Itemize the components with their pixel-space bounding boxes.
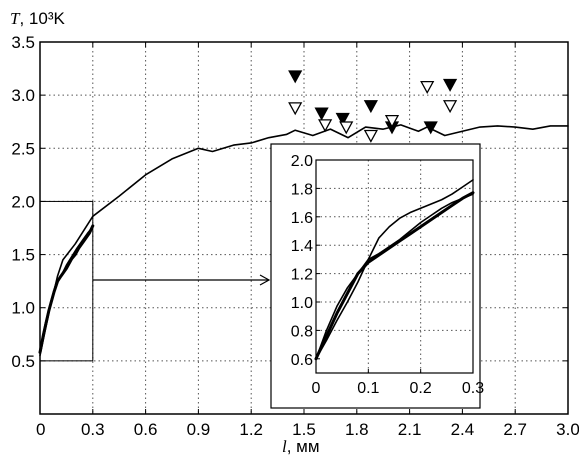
y-tick-label: 2.0: [11, 192, 35, 211]
x-tick-label: 2.7: [503, 420, 527, 439]
open-triangle-marker: [442, 100, 458, 114]
y-tick-label: 0.5: [11, 352, 35, 371]
inset-x-tick-label: 0.2: [410, 380, 432, 397]
x-axis-label: l, мм: [282, 437, 320, 456]
filled-triangle-marker: [288, 70, 303, 84]
y-tick-label: 3.5: [11, 33, 35, 52]
filled-triangle-marker: [335, 112, 350, 126]
y-tick-label: 3.0: [11, 86, 35, 105]
inset-chart: 0 0.1 0.2 0.3 0.6 0.8 1.0 1.2 1.4 1.6 1.8 2.0: [270, 143, 484, 409]
filled-triangle-marker: [423, 121, 438, 135]
x-tick-label: 0.3: [81, 420, 105, 439]
inset-y-tick-label: 2.0: [291, 153, 313, 170]
inset-line-series-0: [314, 191, 475, 361]
inset-y-tick-label: 1.2: [291, 267, 313, 284]
y-tick-label: 1.0: [11, 299, 35, 318]
inset-x-tick-label: 0.3: [462, 380, 484, 397]
x-tick-label: 0.6: [134, 420, 158, 439]
open-triangle-marker: [420, 80, 435, 94]
y-tick-label: 2.5: [11, 139, 35, 158]
zoom-arrow-head: [259, 274, 271, 286]
filled-triangle-marker: [442, 78, 458, 92]
filled-triangle-marker: [314, 107, 329, 121]
y-tick-label: 1.5: [11, 246, 35, 265]
x-axis-unit: , мм: [287, 437, 320, 456]
filled-triangle-marker: [363, 100, 378, 114]
zoom-rectangle: [39, 200, 94, 362]
y-axis-unit: , 10³K: [19, 9, 65, 28]
main-series: [38, 70, 569, 357]
x-tick-label: 1.8: [345, 420, 369, 439]
inset-plot-frame: [315, 159, 474, 374]
x-tick-label: 1.2: [239, 420, 263, 439]
main-axis-ticks: 0 0.3 0.6 0.9 1.2 1.5 1.8 2.1 2.4 2.7 3.0 0.5 1.0 1.5…: [11, 33, 579, 439]
inset-x-tick-label: 0: [312, 380, 321, 397]
y-axis-label: T, 10³K: [10, 9, 65, 28]
zoom-region-box: [39, 200, 271, 362]
inset-y-tick-label: 1.0: [291, 295, 313, 312]
inset-x-tick-label: 0.1: [357, 380, 379, 397]
x-tick-label: 2.4: [451, 420, 475, 439]
y-axis-variable: T: [10, 9, 21, 28]
x-tick-label: 0: [36, 420, 45, 439]
inset-y-tick-label: 1.8: [291, 181, 313, 198]
open-triangle-marker: [318, 119, 333, 133]
x-axis-variable: l: [282, 437, 287, 456]
inset-y-tick-label: 1.6: [291, 210, 313, 227]
x-tick-label: 1.5: [292, 420, 316, 439]
inset-line-series-1: [315, 179, 474, 360]
inset-y-tick-label: 0.6: [291, 352, 313, 369]
open-triangle-marker: [363, 129, 378, 143]
x-tick-label: 3.0: [556, 420, 579, 439]
inset-line-series-2: [315, 193, 474, 360]
open-triangle-marker: [288, 102, 303, 116]
open-triangle-marker: [384, 115, 400, 129]
inset-y-tick-label: 0.8: [291, 323, 313, 340]
main-line-series-1: [38, 224, 95, 354]
x-tick-label: 2.1: [398, 420, 422, 439]
x-tick-label: 0.9: [187, 420, 211, 439]
open-triangle-marker: [339, 121, 354, 135]
main-line-series-0: [39, 124, 569, 357]
main-line-series-2: [39, 226, 94, 352]
inset-y-tick-label: 1.4: [291, 238, 313, 255]
